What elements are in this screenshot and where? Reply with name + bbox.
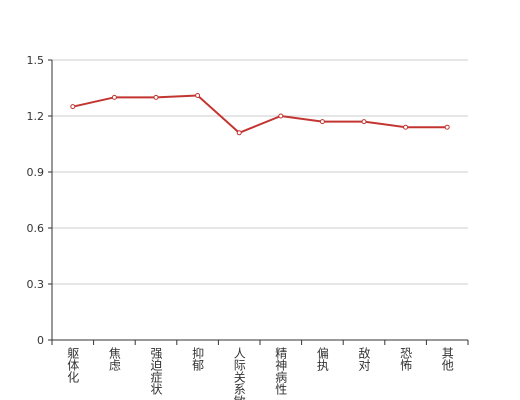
- y-tick-label: 0.3: [27, 278, 45, 291]
- x-tick-label: 偏执: [315, 346, 329, 372]
- y-tick-label: 0.9: [27, 166, 45, 179]
- x-tick-label: 人际关系敏感: [232, 347, 246, 400]
- point: [319, 119, 325, 125]
- y-tick-label: 0: [37, 334, 44, 347]
- x-tick-label: 敌对: [357, 346, 371, 371]
- x-tick-label: 焦虑: [107, 347, 121, 371]
- point: [111, 94, 117, 100]
- y-tick-label: 1.2: [27, 110, 45, 123]
- point: [70, 104, 76, 110]
- x-tick-label: 精神病性: [274, 347, 288, 396]
- point: [153, 94, 159, 100]
- x-tick-label: 抑郁: [191, 346, 205, 372]
- x-tick-label: 恐怖: [399, 347, 413, 371]
- x-tick-label: 躯体化: [66, 346, 80, 384]
- line: [72, 94, 448, 134]
- point: [361, 119, 367, 125]
- x-tick-label: 强迫症状: [149, 347, 163, 395]
- y-tick-label: 0.6: [27, 222, 45, 235]
- point: [444, 124, 450, 130]
- y-tick-label: 1.5: [27, 54, 45, 67]
- point: [278, 113, 284, 119]
- x-tick-label: 其他: [440, 347, 454, 371]
- point: [236, 130, 242, 136]
- point: [195, 92, 201, 98]
- point: [403, 124, 409, 130]
